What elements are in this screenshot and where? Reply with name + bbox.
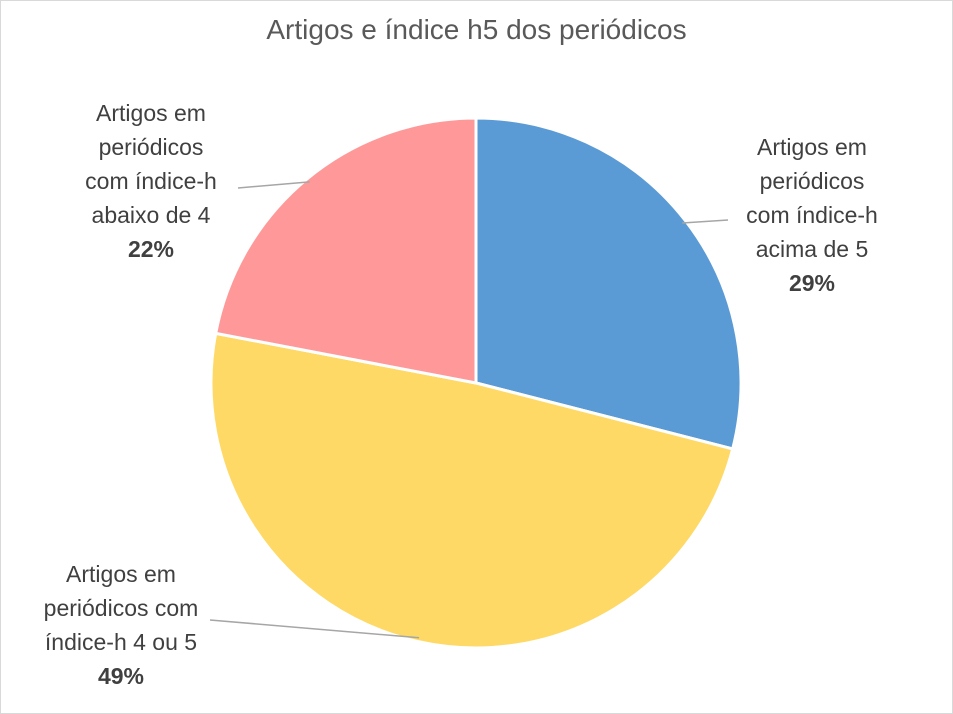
leader-line (237, 181, 310, 189)
slice-label-acima-de-5: Artigos em periódicos com índice-h acima… (728, 130, 896, 300)
leader-line (209, 619, 420, 639)
slice-abaixo-de-4 (213, 116, 478, 385)
slice-label-4-ou-5: Artigos em periódicos com índice-h 4 ou … (22, 557, 220, 693)
slice-value-label: 29% (788, 270, 836, 296)
slice-value-label: 49% (97, 663, 145, 689)
slice-value-label: 22% (127, 236, 175, 262)
leader-line (682, 219, 729, 224)
slice-acima-de-5 (474, 116, 743, 451)
slice-category-label: Artigos em periódicos com índice-h acima… (746, 134, 878, 262)
chart-title: Artigos e índice h5 dos periódicos (266, 14, 687, 45)
slice-label-abaixo-de-4: Artigos em periódicos com índice-h abaix… (66, 96, 236, 266)
slice-category-label: Artigos em periódicos com índice-h 4 ou … (43, 561, 199, 655)
slice-4-ou-5 (209, 331, 735, 650)
slice-category-label: Artigos em periódicos com índice-h abaix… (85, 100, 217, 228)
